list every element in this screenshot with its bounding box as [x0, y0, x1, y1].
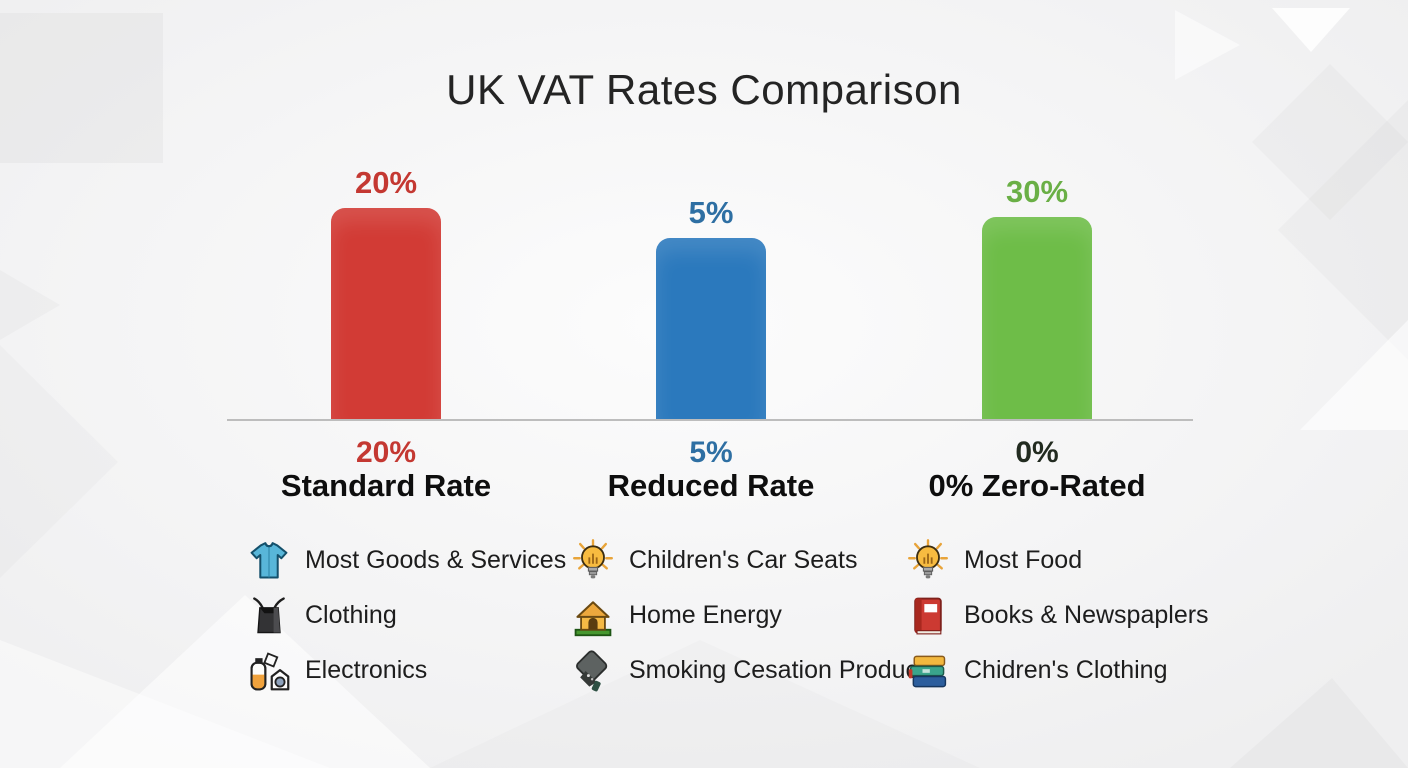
- bar-column-reduced-rate: 5%: [601, 195, 821, 420]
- legend-label: Chidren's Clothing: [964, 656, 1168, 684]
- legend-item: Smoking Cesation Products: [570, 643, 937, 698]
- red-book-icon: [905, 593, 951, 639]
- shopping-bag-icon: [246, 593, 292, 639]
- axis-label-reduced-rate: 5% Reduced Rate: [541, 436, 881, 502]
- legend-item: Children's Car Seats: [570, 533, 937, 588]
- tshirt-icon: [246, 538, 292, 584]
- lightbulb-icon: [570, 538, 616, 584]
- legend-item: Chidren's Clothing: [905, 643, 1209, 698]
- bar-value-label: 5%: [688, 195, 734, 230]
- bar-value-label: 30%: [1005, 174, 1069, 209]
- legend-label: Most Food: [964, 546, 1083, 574]
- legend-label: Most Goods & Services: [305, 546, 567, 574]
- legend-label: Home Energy: [629, 601, 782, 629]
- axis-category: Reduced Rate: [607, 468, 815, 503]
- bar-standard-rate: [331, 208, 441, 420]
- legend-label: Clothing: [305, 601, 397, 629]
- wallet-icon: [570, 648, 616, 694]
- lightbulb-icon: [905, 538, 951, 584]
- bar-column-zero-rated: 30%: [927, 174, 1147, 420]
- axis-value: 0%: [1015, 436, 1059, 469]
- axis-label-standard-rate: 20% Standard Rate: [216, 436, 556, 502]
- spray-bottle-icon: [246, 648, 292, 694]
- axis-category: 0% Zero-Rated: [928, 468, 1146, 503]
- books-stack-icon: [905, 648, 951, 694]
- legend-label: Children's Car Seats: [629, 546, 858, 574]
- bar-reduced-rate: [656, 238, 766, 420]
- axis-value: 20%: [355, 436, 417, 469]
- legend-item: Books & Newspaplers: [905, 588, 1209, 643]
- x-axis-line: [227, 419, 1193, 421]
- legend-label: Smoking Cesation Products: [629, 656, 938, 684]
- legend-column-zero-rated: Most Food Books & Newspaplers Chidren's …: [905, 533, 1209, 698]
- legend-column-reduced-rate: Children's Car Seats Home Energy Smoking…: [570, 533, 937, 698]
- page-title: UK VAT Rates Comparison: [446, 66, 962, 113]
- bar-zero-rated: [982, 217, 1092, 420]
- legend-label: Electronics: [305, 656, 428, 684]
- bar-value-label: 20%: [354, 165, 418, 200]
- house-icon: [570, 593, 616, 639]
- axis-value: 5%: [689, 436, 733, 469]
- legend-item: Home Energy: [570, 588, 937, 643]
- axis-category: Standard Rate: [280, 468, 492, 503]
- bar-column-standard-rate: 20%: [276, 165, 496, 420]
- legend-item: Most Food: [905, 533, 1209, 588]
- legend-column-standard-rate: Most Goods & Services Clothing Electroni…: [246, 533, 566, 698]
- axis-label-zero-rated: 0% 0% Zero-Rated: [867, 436, 1207, 502]
- legend-item: Most Goods & Services: [246, 533, 566, 588]
- legend-item: Clothing: [246, 588, 566, 643]
- legend-label: Books & Newspaplers: [964, 601, 1209, 629]
- legend-item: Electronics: [246, 643, 566, 698]
